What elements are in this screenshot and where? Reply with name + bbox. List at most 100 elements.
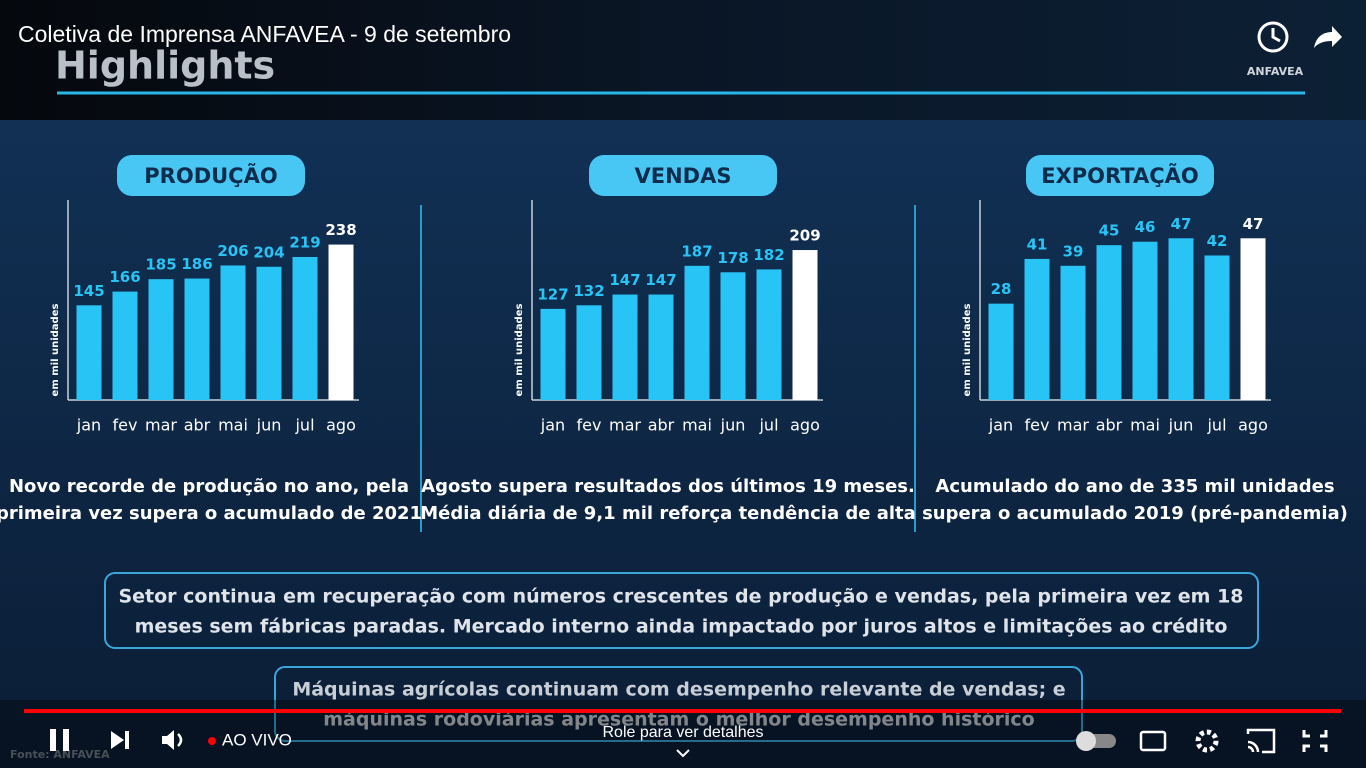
bar-value-label: 185 bbox=[145, 256, 176, 274]
chart-caption: Média diária de 9,1 mil reforça tendênci… bbox=[420, 503, 916, 524]
chart-caption: primeira vez supera o acumulado de 2021 bbox=[0, 503, 422, 524]
x-tick-label: abr bbox=[648, 416, 675, 435]
scroll-hint[interactable]: Role para ver detalhes bbox=[603, 724, 764, 741]
slide-header bbox=[0, 0, 1366, 120]
bar bbox=[328, 244, 354, 400]
note-text: meses sem fábricas paradas. Mercado inte… bbox=[135, 616, 1228, 638]
x-tick-label: abr bbox=[1096, 416, 1123, 435]
bar-value-label: 186 bbox=[181, 255, 212, 273]
bar-value-label: 219 bbox=[289, 233, 320, 251]
settings-button[interactable] bbox=[1195, 729, 1219, 753]
x-tick-label: jul bbox=[1206, 416, 1226, 435]
bar bbox=[1132, 241, 1158, 400]
bar-value-label: 145 bbox=[73, 282, 104, 300]
bar-value-label: 166 bbox=[109, 268, 140, 286]
chart-title: VENDAS bbox=[635, 164, 732, 188]
chart-title: EXPORTAÇÃO bbox=[1041, 163, 1198, 188]
bar-value-label: 178 bbox=[717, 249, 748, 267]
pause-button[interactable] bbox=[50, 729, 69, 751]
bar bbox=[576, 305, 602, 400]
logo: ANFAVEA bbox=[1247, 65, 1304, 78]
bar bbox=[1240, 238, 1266, 400]
slide-heading: Highlights bbox=[55, 44, 275, 88]
x-tick-label: mar bbox=[1057, 416, 1089, 435]
next-button[interactable] bbox=[111, 731, 129, 749]
share-icon[interactable] bbox=[1314, 26, 1342, 48]
bar bbox=[756, 269, 782, 400]
volume-button[interactable] bbox=[162, 730, 183, 750]
bar-value-label: 41 bbox=[1027, 235, 1048, 253]
bar bbox=[292, 256, 318, 400]
x-tick-label: jun bbox=[256, 416, 282, 435]
note-box bbox=[274, 666, 1083, 742]
x-tick-label: fev bbox=[1025, 416, 1050, 435]
source-note: Fonte: ANFAVEA bbox=[10, 748, 110, 761]
note-box bbox=[104, 572, 1259, 649]
chart-title-pill bbox=[1026, 155, 1214, 196]
bar bbox=[112, 291, 138, 400]
x-tick-label: jun bbox=[1168, 416, 1194, 435]
x-tick-label: ago bbox=[1238, 416, 1268, 435]
captions-button[interactable] bbox=[1139, 730, 1167, 752]
bar-value-label: 209 bbox=[789, 227, 820, 245]
x-tick-label: mar bbox=[609, 416, 641, 435]
x-tick-label: ago bbox=[790, 416, 820, 435]
note-text: máquinas rodoviárias apresentam o melhor… bbox=[323, 709, 1034, 731]
live-dot bbox=[208, 737, 216, 745]
y-axis-label: em mil unidades bbox=[50, 304, 61, 397]
bar bbox=[612, 294, 638, 400]
x-tick-label: mai bbox=[682, 416, 712, 435]
bar bbox=[1204, 255, 1230, 400]
x-tick-label: mai bbox=[218, 416, 248, 435]
live-label[interactable]: AO VIVO bbox=[222, 730, 292, 749]
bar-value-label: 46 bbox=[1135, 218, 1156, 236]
bar-value-label: 204 bbox=[253, 243, 284, 261]
x-tick-label: abr bbox=[184, 416, 211, 435]
autoplay-toggle[interactable] bbox=[1076, 731, 1116, 751]
bar-value-label: 45 bbox=[1099, 222, 1120, 240]
bar-value-label: 47 bbox=[1243, 215, 1264, 233]
bar bbox=[720, 272, 746, 400]
bar bbox=[256, 266, 282, 400]
video-title[interactable]: Coletiva de Imprensa ANFAVEA - 9 de sete… bbox=[18, 21, 511, 47]
bar bbox=[684, 265, 710, 400]
chart-title: PRODUÇÃO bbox=[144, 163, 277, 188]
scroll-chevron[interactable] bbox=[676, 749, 690, 758]
x-tick-label: ago bbox=[326, 416, 356, 435]
x-tick-label: jan bbox=[988, 416, 1013, 435]
bar bbox=[1096, 245, 1122, 400]
progress-bar[interactable] bbox=[24, 709, 1341, 713]
exit-fullscreen-button[interactable] bbox=[1302, 730, 1328, 752]
bar-value-label: 147 bbox=[609, 271, 640, 289]
x-tick-label: jul bbox=[294, 416, 314, 435]
bar-value-label: 238 bbox=[325, 221, 356, 239]
y-axis-label: em mil unidades bbox=[962, 304, 973, 397]
charts: PRODUÇÃO em mil unidades 145 jan 166 fev 185 ma… bbox=[0, 155, 1348, 524]
x-tick-label: fev bbox=[113, 416, 138, 435]
x-tick-label: jun bbox=[720, 416, 746, 435]
note-text: Máquinas agrícolas continuam com desempe… bbox=[292, 679, 1065, 701]
watch-later[interactable] bbox=[1257, 21, 1289, 53]
cast-button[interactable] bbox=[1246, 728, 1276, 754]
chart-caption: Novo recorde de produção no ano, pela bbox=[9, 476, 409, 497]
x-tick-label: mai bbox=[1130, 416, 1160, 435]
bar-value-label: 127 bbox=[537, 285, 568, 303]
bar-value-label: 182 bbox=[753, 246, 784, 264]
bar bbox=[220, 265, 246, 400]
chart-title-pill bbox=[117, 155, 305, 196]
bar-value-label: 132 bbox=[573, 282, 604, 300]
bar-value-label: 42 bbox=[1207, 232, 1228, 250]
bar bbox=[1024, 258, 1050, 400]
bar bbox=[76, 305, 102, 400]
chart-title-pill bbox=[589, 155, 777, 196]
x-tick-label: jul bbox=[758, 416, 778, 435]
x-tick-label: fev bbox=[577, 416, 602, 435]
y-axis-label: em mil unidades bbox=[514, 304, 525, 397]
x-tick-label: jan bbox=[540, 416, 565, 435]
bar bbox=[792, 250, 818, 400]
bar bbox=[540, 308, 566, 400]
bar-value-label: 147 bbox=[645, 271, 676, 289]
bar-value-label: 206 bbox=[217, 242, 248, 260]
bar-value-label: 187 bbox=[681, 242, 712, 260]
